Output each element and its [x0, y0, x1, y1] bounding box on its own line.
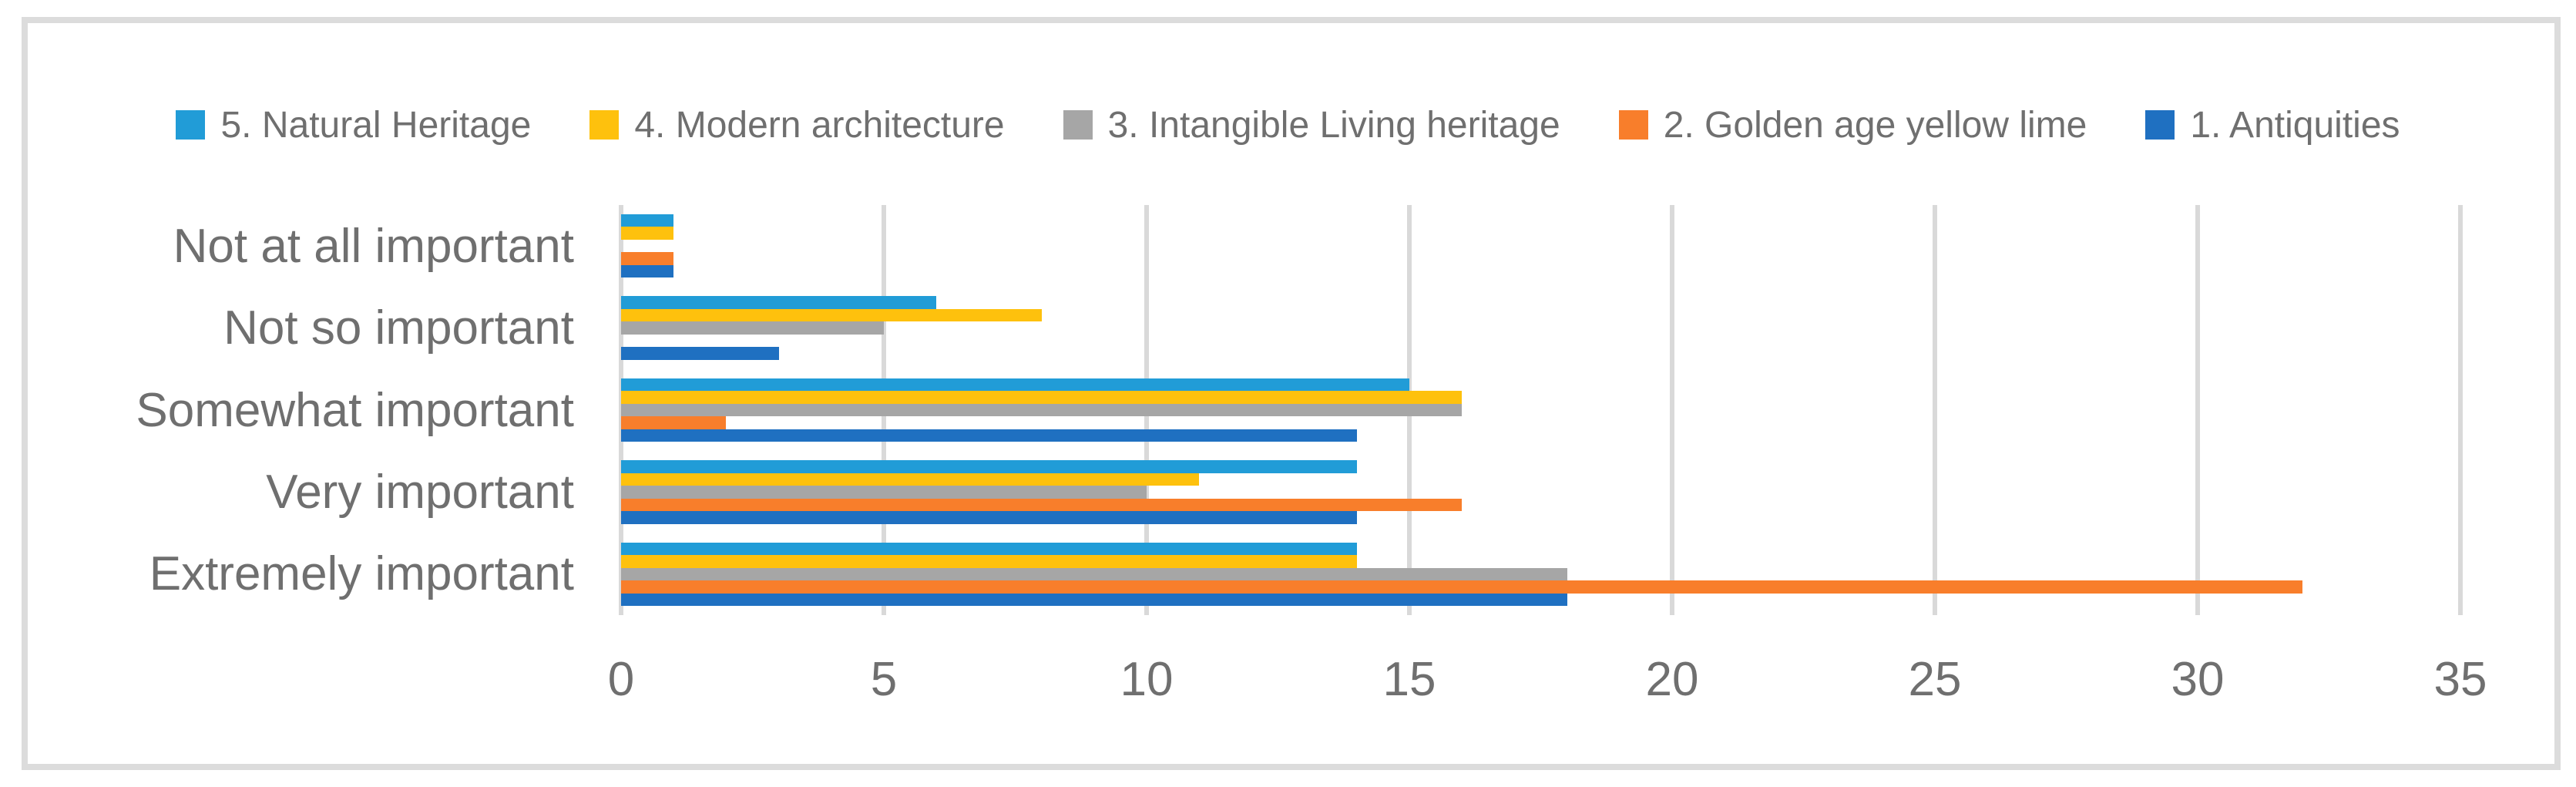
bar [621, 511, 1357, 524]
bar-slot [621, 429, 2460, 442]
bar [621, 542, 1357, 556]
bar-slot [621, 486, 2460, 499]
bar-slot [621, 460, 2460, 473]
bar-group [621, 287, 2460, 368]
bar [621, 555, 1357, 568]
x-tick-label: 25 [1908, 653, 1962, 706]
bar [621, 296, 937, 309]
legend-item: 2. Golden age yellow lime [1618, 104, 2087, 146]
gridline [1670, 205, 1674, 615]
bar [621, 308, 1042, 322]
bar [621, 378, 1409, 392]
bar-slot [621, 473, 2460, 486]
bar [621, 227, 674, 240]
legend-label: 2. Golden age yellow lime [1663, 104, 2087, 146]
bar-slot [621, 555, 2460, 568]
x-tick-label: 30 [2171, 653, 2225, 706]
bar-slot [621, 511, 2460, 524]
bar-group [621, 205, 2460, 287]
category-label: Extremely important [149, 547, 574, 601]
plot-area [619, 205, 2463, 615]
bar [621, 391, 1463, 404]
chart-legend: 5. Natural Heritage 4. Modern architectur… [46, 89, 2530, 160]
bar-slot [621, 264, 2460, 278]
bar-slot [621, 378, 2460, 392]
bar-slot [621, 347, 2460, 360]
category-label: Very important [266, 465, 574, 519]
bar-group [621, 369, 2460, 451]
bar-slot [621, 335, 2460, 347]
bar-slot [621, 391, 2460, 404]
bar [621, 593, 1567, 607]
bar-slot [621, 252, 2460, 265]
bar [621, 214, 674, 227]
bar-slot [621, 214, 2460, 227]
bar-slot [621, 240, 2460, 252]
bar [621, 498, 1463, 512]
bar-slot [621, 321, 2460, 335]
legend-label: 4. Modern architecture [634, 104, 1005, 146]
legend-item: 3. Intangible Living heritage [1063, 104, 1560, 146]
legend-swatch-icon [2145, 110, 2175, 140]
legend-label: 3. Intangible Living heritage [1107, 104, 1560, 146]
bar [621, 460, 1357, 473]
bar-slot [621, 498, 2460, 512]
bar-group [621, 533, 2460, 615]
bar-slot [621, 567, 2460, 581]
bar [621, 321, 884, 335]
x-tick-label: 5 [870, 653, 898, 706]
bar-slot [621, 308, 2460, 322]
legend-item: 1. Antiquities [2145, 104, 2400, 146]
bar-slot [621, 403, 2460, 417]
bar [621, 403, 1463, 417]
bar-slot [621, 542, 2460, 556]
bar [621, 486, 1147, 499]
bar [621, 252, 674, 265]
bar-group [621, 451, 2460, 533]
legend-swatch-icon [1618, 110, 1648, 140]
legend-swatch-icon [176, 110, 206, 140]
bar [621, 416, 727, 429]
x-tick-label: 15 [1382, 653, 1436, 706]
x-tick-label: 20 [1645, 653, 1699, 706]
legend-item: 5. Natural Heritage [176, 104, 531, 146]
gridline [2458, 205, 2463, 615]
legend-label: 5. Natural Heritage [220, 104, 532, 146]
bar [621, 580, 2303, 594]
bar [621, 429, 1357, 442]
bar-slot [621, 593, 2460, 607]
bar-slot [621, 296, 2460, 309]
y-axis-category-labels: Not at all important Not so important Some… [0, 205, 574, 615]
bar-slot [621, 416, 2460, 429]
legend-label: 1. Antiquities [2190, 104, 2400, 146]
legend-swatch-icon [1063, 110, 1093, 140]
category-label: Not so important [223, 301, 574, 355]
bar-slot [621, 580, 2460, 594]
gridline [1933, 205, 1937, 615]
legend-item: 4. Modern architecture [589, 104, 1005, 146]
bar [621, 567, 1567, 581]
x-tick-label: 35 [2433, 653, 2487, 706]
x-axis-tick-labels: 0 5 10 15 20 25 30 35 [608, 637, 2487, 723]
x-tick-label: 0 [607, 653, 635, 706]
bar [621, 264, 674, 278]
x-tick-label: 10 [1120, 653, 1174, 706]
category-label: Not at all important [173, 219, 574, 273]
gridline [2195, 205, 2200, 615]
category-label: Somewhat important [136, 383, 574, 437]
bar-slot [621, 227, 2460, 240]
bar [621, 347, 779, 360]
bars-layer [621, 205, 2460, 615]
legend-swatch-icon [589, 110, 620, 140]
bar-groups [621, 205, 2460, 615]
bar [621, 473, 1200, 486]
